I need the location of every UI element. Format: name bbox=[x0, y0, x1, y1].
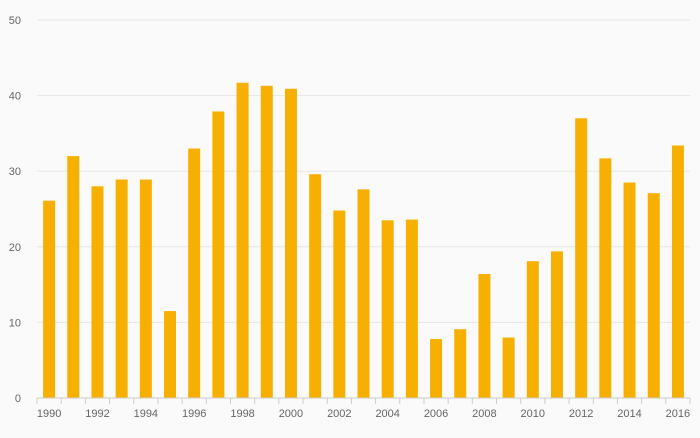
x-tick-label: 2010 bbox=[521, 408, 545, 420]
bar-1995[interactable] bbox=[164, 311, 177, 398]
bar-2008[interactable] bbox=[478, 274, 491, 398]
bar-1990[interactable] bbox=[43, 200, 56, 398]
bar-2015[interactable] bbox=[647, 193, 660, 398]
bar-2012[interactable] bbox=[575, 118, 588, 398]
x-tick-label: 2006 bbox=[424, 408, 448, 420]
y-tick-labels: 0 10 20 30 40 50 bbox=[9, 15, 21, 405]
bar-1997[interactable] bbox=[212, 111, 225, 398]
bar-2009[interactable] bbox=[502, 337, 515, 398]
x-tick-label: 2012 bbox=[569, 408, 593, 420]
x-tick-label: 1992 bbox=[85, 408, 109, 420]
bar-2006[interactable] bbox=[430, 339, 443, 398]
bars bbox=[43, 82, 684, 399]
y-tick-label: 50 bbox=[9, 15, 21, 27]
x-tick-label: 1998 bbox=[230, 408, 254, 420]
y-tick-label: 0 bbox=[15, 393, 21, 405]
x-tick-label: 2016 bbox=[666, 408, 690, 420]
x-tick-label: 2008 bbox=[472, 408, 496, 420]
x-tick-label: 1990 bbox=[37, 408, 61, 420]
bar-2003[interactable] bbox=[357, 189, 370, 398]
x-tick-label: 1994 bbox=[134, 408, 158, 420]
x-tick-label: 2004 bbox=[375, 408, 399, 420]
x-axis bbox=[36, 397, 691, 404]
bar-2002[interactable] bbox=[333, 210, 346, 398]
bar-2005[interactable] bbox=[405, 219, 418, 398]
bar-1993[interactable] bbox=[115, 179, 128, 398]
x-tick-label: 2014 bbox=[617, 408, 641, 420]
bar-2011[interactable] bbox=[550, 251, 563, 398]
y-tick-label: 40 bbox=[9, 91, 21, 103]
y-tick-label: 20 bbox=[9, 242, 21, 254]
bar-1992[interactable] bbox=[91, 186, 104, 398]
bar-2010[interactable] bbox=[526, 261, 539, 398]
x-tick-label: 2000 bbox=[279, 408, 303, 420]
bar-2007[interactable] bbox=[454, 329, 467, 398]
bar-2001[interactable] bbox=[309, 174, 322, 398]
y-tick-label: 10 bbox=[9, 317, 21, 329]
bar-1991[interactable] bbox=[67, 156, 80, 398]
x-tick-label: 2002 bbox=[327, 408, 351, 420]
bar-2000[interactable] bbox=[284, 88, 297, 399]
bar-1996[interactable] bbox=[188, 148, 201, 398]
bar-2013[interactable] bbox=[599, 158, 612, 398]
bar-2004[interactable] bbox=[381, 220, 394, 398]
bar-2016[interactable] bbox=[671, 145, 684, 398]
bar-1994[interactable] bbox=[139, 179, 152, 398]
bar-2014[interactable] bbox=[623, 182, 636, 398]
x-tick-label: 1996 bbox=[182, 408, 206, 420]
y-tick-label: 30 bbox=[9, 166, 21, 178]
bar-1998[interactable] bbox=[236, 82, 249, 399]
x-tick-labels: 1990 1992 1994 1996 1998 2000 2002 2004 2006 2008… bbox=[37, 408, 690, 420]
bar-1999[interactable] bbox=[260, 85, 273, 398]
